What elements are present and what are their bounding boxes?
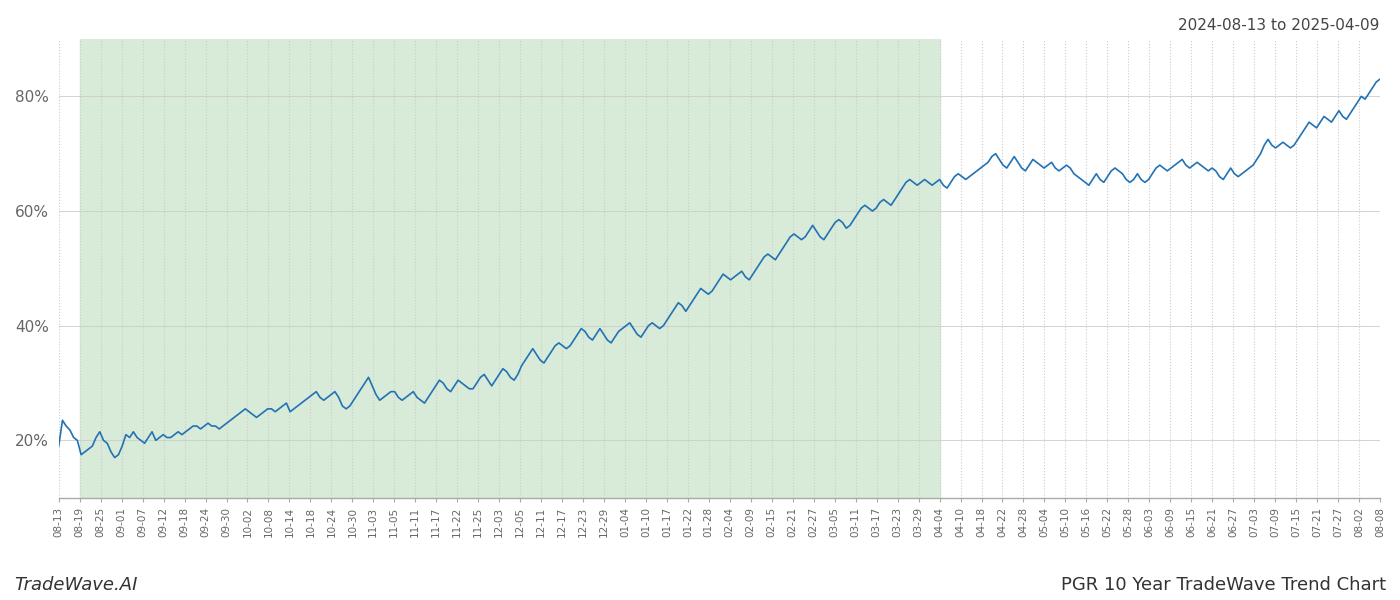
Text: 2024-08-13 to 2025-04-09: 2024-08-13 to 2025-04-09	[1177, 18, 1379, 33]
Text: PGR 10 Year TradeWave Trend Chart: PGR 10 Year TradeWave Trend Chart	[1061, 576, 1386, 594]
Text: TradeWave.AI: TradeWave.AI	[14, 576, 137, 594]
Bar	[80, 39, 939, 498]
